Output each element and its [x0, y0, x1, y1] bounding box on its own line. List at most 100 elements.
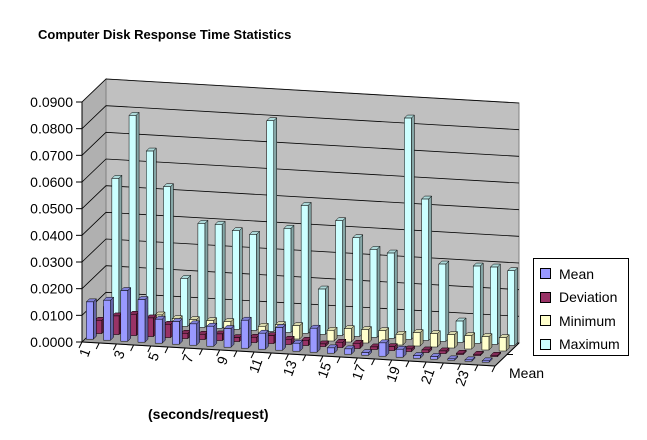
- bar-mean-15: [326, 344, 338, 354]
- bar-minimum-22: [464, 332, 476, 350]
- y-tick-label: 0.0400: [30, 227, 73, 243]
- bar-mean-17: [361, 348, 373, 356]
- x-tick: [112, 343, 117, 351]
- x-tick: [353, 357, 358, 365]
- bar-mean-14: [309, 324, 321, 353]
- x-tick: [285, 353, 289, 361]
- x-tick: [233, 350, 238, 358]
- legend-swatch: [540, 338, 551, 350]
- x-tick-label: 3: [110, 348, 128, 361]
- legend-item-deviation: Deviation: [540, 286, 622, 310]
- x-tick: [181, 347, 186, 355]
- bar-mean-13: [292, 339, 304, 352]
- bar-maximum-2: [128, 111, 140, 324]
- chart-walls: [80, 77, 521, 367]
- y-tick-label: 0.0800: [30, 121, 73, 137]
- gridline: [81, 131, 520, 157]
- bar-mean-20: [412, 351, 424, 359]
- bar-deviation-19: [404, 345, 416, 353]
- bar-deviation-18: [386, 342, 398, 352]
- gridline: [81, 211, 520, 237]
- bar-mean-19: [395, 345, 407, 358]
- bar-maximum-12: [300, 201, 312, 334]
- gridline: [81, 158, 520, 184]
- x-tick-label: 9: [213, 354, 231, 367]
- x-tick: [319, 355, 324, 363]
- gridline: [81, 78, 520, 104]
- legend-swatch: [540, 268, 551, 280]
- bar-maximum-5: [180, 274, 192, 327]
- bar-minimum-14: [326, 326, 338, 342]
- bar-mean-24: [481, 357, 493, 363]
- bar-mean-4: [137, 295, 149, 343]
- bar-maximum-15: [352, 234, 364, 337]
- x-tick: [405, 360, 410, 368]
- bar-maximum-3: [145, 147, 157, 325]
- bar-minimum-21: [446, 331, 459, 349]
- bar-maximum-23: [489, 263, 502, 345]
- bar-mean-7: [189, 320, 201, 346]
- legend-label: Maximum: [559, 336, 620, 353]
- y-tick-labels: 0.0000 0.0100 0.0200 0.0300 0.0400 0.0500 0.06…: [30, 94, 73, 350]
- x-tick: [474, 364, 479, 372]
- x-tick-label: 5: [145, 350, 163, 363]
- bar-mean-6: [171, 317, 183, 345]
- x-tick: [302, 354, 307, 362]
- legend: Mean Deviation Minimum Maximum: [533, 258, 629, 356]
- bar-maximum-11: [283, 224, 295, 333]
- x-tick-labels: 1 3 5 7 9 11 13 15 17 19 21 23: [76, 346, 472, 388]
- bar-minimum-24: [498, 334, 510, 352]
- legend-label: Deviation: [559, 289, 618, 306]
- axes: 0.0000 0.0100 0.0200 0.0300 0.0400 0.0500 0.06…: [30, 94, 544, 388]
- bar-mean-23: [464, 356, 476, 362]
- bar-minimum-12: [292, 322, 304, 340]
- bar-minimum-19: [412, 329, 424, 347]
- bar-maximum-9: [248, 230, 261, 331]
- x-tick-label: 19: [383, 364, 403, 384]
- bar-mean-10: [240, 316, 252, 349]
- legend-swatch: [540, 291, 551, 303]
- x-axis-title: (seconds/request): [148, 406, 269, 422]
- bar-mean-11: [257, 329, 270, 350]
- bar-maximum-20: [438, 260, 450, 342]
- y-tick-label: 0.0900: [30, 94, 73, 110]
- bar-deviation-20: [421, 346, 433, 354]
- y-tick-label: 0.0200: [30, 281, 73, 297]
- bar-mean-5: [154, 315, 166, 344]
- legend-item-minimum: Minimum: [540, 309, 622, 333]
- bar-minimum-20: [429, 330, 441, 348]
- bar-maximum-14: [334, 217, 347, 336]
- x-tick: [250, 351, 255, 359]
- bar-mean-1: [85, 298, 97, 340]
- x-tick: [130, 344, 135, 352]
- x-tick: [422, 361, 427, 369]
- gridline: [81, 238, 520, 264]
- bar-minimum-17: [378, 327, 390, 345]
- x-tick: [95, 342, 100, 350]
- legend-swatch: [540, 315, 551, 327]
- bar-maximum-22: [472, 262, 484, 344]
- y-tick-label: 0.0700: [30, 147, 73, 163]
- legend-label: Mean: [559, 265, 595, 282]
- x-tick: [147, 345, 152, 353]
- bar-maximum-7: [214, 220, 226, 329]
- bar-maximum-16: [369, 245, 381, 338]
- bar-maximum-8: [231, 227, 243, 330]
- gridline: [81, 105, 520, 131]
- bar-mean-12: [275, 323, 287, 351]
- bar-maximum-4: [162, 183, 175, 326]
- x-tick: [267, 352, 272, 360]
- x-tick: [388, 359, 393, 367]
- bar-deviation-24: [490, 351, 502, 358]
- x-tick-label: 11: [245, 356, 265, 375]
- x-tick-label: 1: [76, 346, 94, 359]
- x-tick: [439, 362, 444, 370]
- x-tick: [164, 346, 169, 354]
- y-tick-label: 0.0600: [30, 174, 73, 190]
- bar-deviation-22: [455, 349, 467, 356]
- bar-maximum-13: [317, 285, 329, 335]
- gridline: [81, 265, 520, 291]
- bar-maximum-10: [266, 117, 278, 332]
- legend-item-maximum: Maximum: [540, 333, 622, 357]
